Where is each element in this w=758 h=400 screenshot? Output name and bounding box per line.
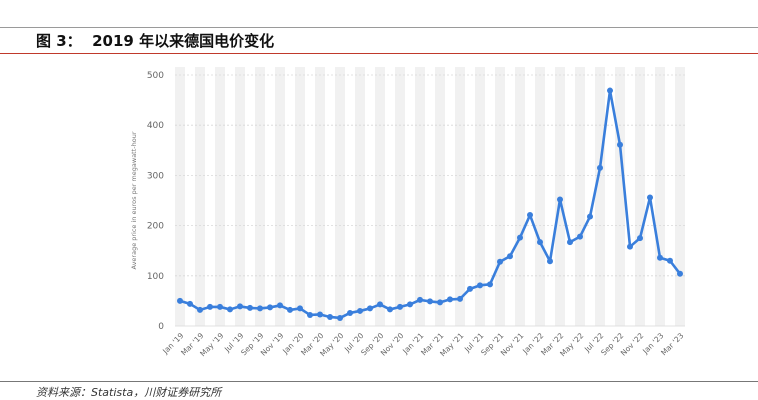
data-point <box>187 300 193 307</box>
data-point <box>417 296 423 303</box>
data-point <box>347 309 353 316</box>
x-tick-label: Mar '23 <box>659 331 685 357</box>
data-point <box>527 212 533 219</box>
data-point <box>297 305 303 312</box>
background-band <box>615 67 625 326</box>
data-point <box>537 239 543 246</box>
background-band <box>535 67 545 326</box>
data-point <box>677 270 683 277</box>
background-band <box>495 67 505 326</box>
background-band <box>675 67 685 326</box>
y-tick-label: 300 <box>147 171 164 181</box>
data-point <box>617 141 623 148</box>
data-point <box>597 164 603 171</box>
background-band <box>415 67 425 326</box>
background-band <box>255 67 265 326</box>
y-tick-label: 200 <box>147 222 164 232</box>
data-point <box>327 313 333 320</box>
background-band <box>635 67 645 326</box>
data-point <box>667 257 673 264</box>
data-point <box>547 258 553 265</box>
data-point <box>457 295 463 302</box>
background-band <box>335 67 345 326</box>
background-band <box>515 67 525 326</box>
background-band <box>355 67 365 326</box>
data-point <box>367 305 373 312</box>
data-point <box>447 296 453 303</box>
data-point <box>217 303 223 310</box>
data-point <box>477 282 483 289</box>
data-point <box>227 306 233 313</box>
data-point <box>177 297 183 304</box>
data-point <box>277 302 283 309</box>
background-band <box>435 67 445 326</box>
data-point <box>587 213 593 220</box>
background-band <box>395 67 405 326</box>
data-point <box>517 234 523 241</box>
title-rule <box>0 53 758 54</box>
data-point <box>497 258 503 265</box>
background-band <box>475 67 485 326</box>
background-band <box>215 67 225 326</box>
background-band <box>595 67 605 326</box>
data-point <box>577 233 583 240</box>
top-rule <box>0 27 758 28</box>
data-point <box>307 311 313 318</box>
background-band <box>275 67 285 326</box>
figure-title: 图 3： 2019 年以来德国电价变化 <box>36 32 275 50</box>
data-point <box>557 196 563 203</box>
data-point <box>247 304 253 311</box>
data-point <box>407 301 413 308</box>
background-band <box>235 67 245 326</box>
data-point <box>207 303 213 310</box>
data-point <box>507 253 513 260</box>
chart-container: 0 100 200 300 400 500 Average price in euros p… <box>100 60 700 380</box>
background-band <box>175 67 185 326</box>
data-point <box>397 303 403 310</box>
background-band <box>375 67 385 326</box>
background-band <box>315 67 325 326</box>
y-tick-label: 100 <box>147 272 164 282</box>
data-point <box>637 235 643 242</box>
y-axis-title: Average price in euros per megawatt-hour <box>130 131 138 269</box>
background-band <box>655 67 665 326</box>
data-point <box>357 307 363 314</box>
bottom-rule <box>0 381 758 382</box>
line-chart: 0 100 200 300 400 500 Average price in euros p… <box>130 67 686 358</box>
data-point <box>437 299 443 306</box>
data-point <box>657 254 663 261</box>
data-point <box>377 301 383 308</box>
y-tick-label: 500 <box>147 71 164 81</box>
background-band <box>455 67 465 326</box>
data-point <box>237 303 243 310</box>
data-point <box>487 281 493 288</box>
data-point <box>287 306 293 313</box>
data-point <box>647 194 653 201</box>
data-point <box>257 305 263 312</box>
background-band <box>195 67 205 326</box>
source-note: 资料来源：Statista，川财证券研究所 <box>36 386 222 399</box>
data-point <box>387 306 393 313</box>
data-point <box>427 298 433 305</box>
background-band <box>575 67 585 326</box>
data-point <box>317 311 323 318</box>
data-point <box>197 306 203 313</box>
data-point <box>267 304 273 311</box>
data-point <box>467 285 473 292</box>
y-tick-label: 400 <box>147 121 164 131</box>
data-point <box>337 314 343 321</box>
data-point <box>567 239 573 246</box>
y-tick-label: 0 <box>158 322 164 332</box>
data-point <box>607 87 613 94</box>
data-point <box>627 243 633 250</box>
background-band <box>295 67 305 326</box>
